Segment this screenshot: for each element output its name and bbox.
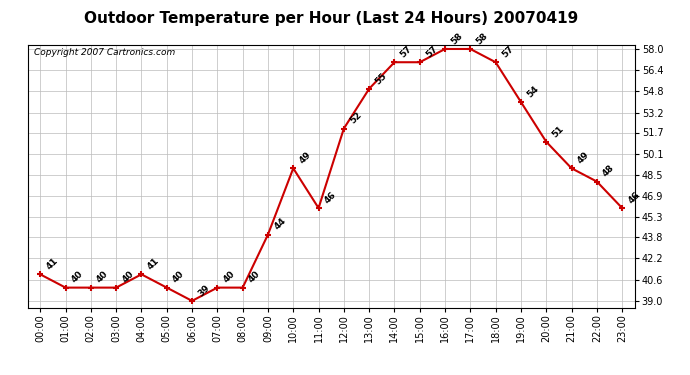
Text: 51: 51 xyxy=(551,124,566,139)
Text: 40: 40 xyxy=(247,270,262,285)
Text: 40: 40 xyxy=(221,270,237,285)
Text: 41: 41 xyxy=(44,256,60,272)
Text: 46: 46 xyxy=(627,190,642,205)
Text: 48: 48 xyxy=(601,164,616,179)
Text: Outdoor Temperature per Hour (Last 24 Hours) 20070419: Outdoor Temperature per Hour (Last 24 Ho… xyxy=(84,11,578,26)
Text: 57: 57 xyxy=(500,44,515,60)
Text: 57: 57 xyxy=(424,44,440,60)
Text: 55: 55 xyxy=(373,71,388,86)
Text: 52: 52 xyxy=(348,111,363,126)
Text: 40: 40 xyxy=(70,270,85,285)
Text: Copyright 2007 Cartronics.com: Copyright 2007 Cartronics.com xyxy=(34,48,175,57)
Text: 39: 39 xyxy=(196,283,212,298)
Text: 40: 40 xyxy=(95,270,110,285)
Text: 46: 46 xyxy=(323,190,338,205)
Text: 58: 58 xyxy=(475,31,490,46)
Text: 40: 40 xyxy=(171,270,186,285)
Text: 49: 49 xyxy=(575,150,591,165)
Text: 41: 41 xyxy=(146,256,161,272)
Text: 57: 57 xyxy=(399,44,414,60)
Text: 40: 40 xyxy=(120,270,135,285)
Text: 49: 49 xyxy=(297,150,313,165)
Text: 44: 44 xyxy=(272,216,288,232)
Text: 58: 58 xyxy=(449,31,464,46)
Text: 54: 54 xyxy=(525,84,540,99)
